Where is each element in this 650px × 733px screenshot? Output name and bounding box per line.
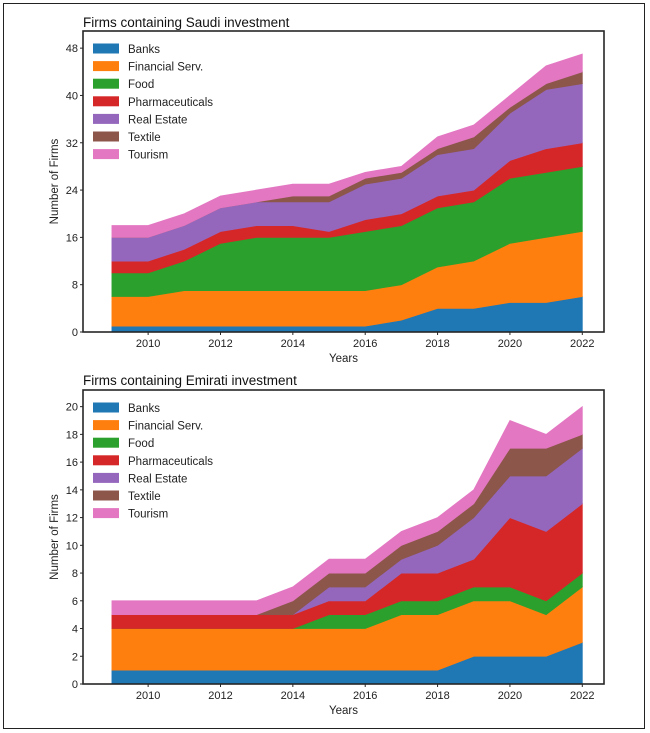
x-tick-label: 2010 [136, 690, 160, 702]
x-tick-label: 2014 [281, 338, 305, 350]
x-tick-label: 2018 [425, 338, 449, 350]
y-tick-label: 0 [72, 679, 78, 691]
legend-swatch [93, 96, 119, 107]
area-tourism [111, 405, 583, 616]
y-tick-label: 32 [66, 138, 78, 150]
legend-label: Tourism [128, 150, 168, 162]
legend: Banks Financial Serv. Food Pharmaceuticals R… [93, 43, 213, 162]
legend-label: Banks [128, 44, 160, 56]
legend-swatch [93, 402, 119, 413]
x-tick-label: 2014 [281, 690, 305, 702]
x-tick-label: 2010 [136, 338, 160, 350]
legend-label: Pharmaceuticals [128, 456, 213, 468]
plot-frame [82, 30, 605, 333]
plot-frame [82, 389, 605, 685]
legend-swatch [93, 508, 119, 519]
legend-swatch [93, 490, 119, 501]
legend-label: Food [128, 79, 154, 91]
y-tick-label: 48 [66, 43, 78, 55]
legend-swatch [93, 472, 119, 483]
y-tick-label: 4 [72, 624, 78, 636]
x-tick-label: 2020 [498, 690, 522, 702]
legend-label: Financial Serv. [128, 62, 203, 74]
x-tick-label: 2016 [353, 690, 377, 702]
legend-swatch [93, 149, 119, 160]
y-tick-label: 12 [66, 513, 78, 525]
x-tick-label: 2012 [208, 690, 232, 702]
legend-label: Banks [128, 403, 160, 415]
y-tick-label: 0 [72, 327, 78, 339]
legend-swatch [93, 455, 119, 466]
y-axis-label: Number of Firms [49, 494, 61, 580]
x-axis-label: Years [329, 353, 358, 365]
x-tick-label: 2020 [498, 338, 522, 350]
y-tick-label: 6 [72, 596, 78, 608]
y-tick-label: 18 [66, 429, 78, 441]
y-tick-label: 8 [72, 568, 78, 580]
legend-swatch [93, 131, 119, 142]
legend-swatch [93, 61, 119, 72]
x-tick-label: 2018 [425, 690, 449, 702]
legend-swatch [93, 420, 119, 431]
y-tick-label: 16 [66, 232, 78, 244]
y-tick-label: 10 [66, 540, 78, 552]
chart-title: Firms containing Emirati investment [83, 373, 297, 388]
legend-swatch [93, 43, 119, 54]
x-tick-label: 2012 [208, 338, 232, 350]
y-tick-label: 24 [66, 185, 78, 197]
x-tick-label: 2016 [353, 338, 377, 350]
legend-label: Real Estate [128, 114, 187, 126]
legend-label: Food [128, 438, 154, 450]
y-axis-label: Number of Firms [49, 138, 61, 224]
legend-swatch [93, 437, 119, 448]
chart-panel-2: 2010 2012 2014 2016 2018 2020 2022024681012141… [49, 373, 605, 717]
y-tick-label: 40 [66, 90, 78, 102]
chart-title: Firms containing Saudi investment [83, 15, 290, 30]
x-axis-label: Years [329, 705, 358, 717]
y-tick-label: 20 [66, 402, 78, 414]
legend-label: Tourism [128, 509, 168, 521]
legend-label: Textile [128, 491, 161, 503]
x-tick-label: 2022 [570, 690, 594, 702]
y-tick-label: 14 [66, 485, 78, 497]
legend-label: Financial Serv. [128, 421, 203, 433]
legend-label: Textile [128, 132, 161, 144]
y-tick-label: 16 [66, 457, 78, 469]
y-tick-label: 2 [72, 651, 78, 663]
chart-panel-1: 2010 2012 2014 2016 2018 2020 2022 0 8 16 24 32 40 48… [49, 15, 605, 365]
legend-swatch [93, 78, 119, 89]
figure-frame [3, 3, 645, 729]
legend: Banks Financial Serv. Food Pharmaceuticals R… [93, 402, 213, 521]
y-tick-label: 8 [72, 280, 78, 292]
legend-label: Real Estate [128, 473, 187, 485]
legend-swatch [93, 113, 119, 124]
legend-label: Pharmaceuticals [128, 97, 213, 109]
area-tourism [111, 53, 583, 238]
x-tick-label: 2022 [570, 338, 594, 350]
